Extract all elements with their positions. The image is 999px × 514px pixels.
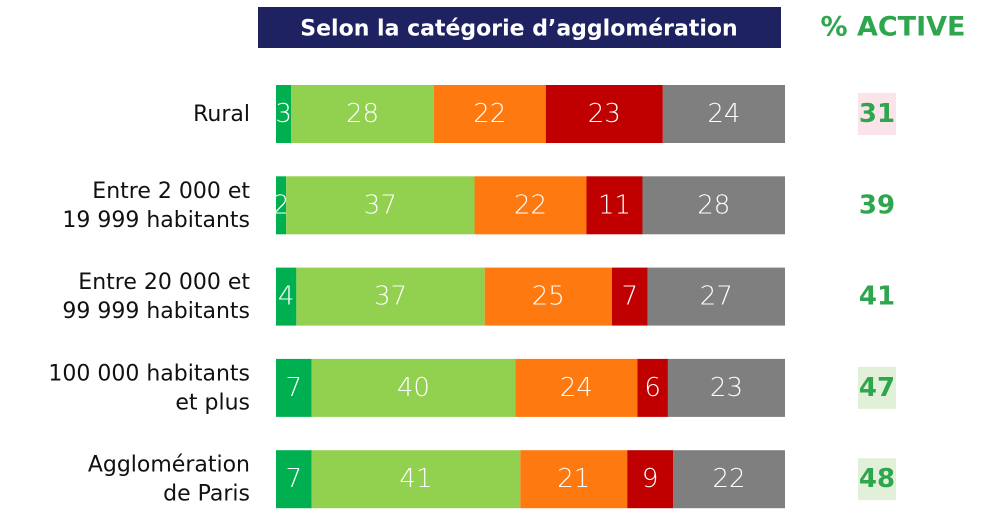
bar-segment bbox=[484, 267, 612, 326]
data-label: 9 bbox=[642, 464, 659, 494]
bar-segment bbox=[276, 85, 292, 143]
bar-segment bbox=[673, 450, 785, 509]
data-label: 37 bbox=[374, 282, 407, 312]
bar-segment bbox=[311, 358, 516, 417]
active-highlight bbox=[858, 93, 896, 135]
data-label: 28 bbox=[346, 99, 379, 129]
category-label: Rural bbox=[193, 102, 250, 127]
data-label: 28 bbox=[697, 190, 730, 220]
bar-segment bbox=[276, 358, 312, 417]
category-line: Rural bbox=[193, 102, 250, 127]
bar-segment bbox=[276, 450, 312, 509]
data-label: 23 bbox=[588, 99, 621, 129]
data-label: 7 bbox=[286, 464, 303, 494]
data-label: 22 bbox=[712, 464, 745, 494]
data-label: 24 bbox=[560, 373, 593, 403]
bar-segment bbox=[647, 267, 785, 326]
bar-segment bbox=[611, 267, 648, 326]
data-label: 6 bbox=[644, 373, 661, 403]
data-label: 25 bbox=[532, 282, 565, 312]
bar-segment bbox=[627, 450, 674, 509]
bar-segment bbox=[637, 358, 668, 417]
bar-segment bbox=[296, 267, 485, 326]
category-line: de Paris bbox=[163, 481, 250, 506]
chart-title: Selon la catégorie d’agglomération bbox=[300, 17, 737, 42]
bar-segment bbox=[276, 176, 287, 235]
bar-segment bbox=[520, 450, 628, 509]
data-label: 2 bbox=[273, 190, 290, 220]
active-title: % ACTIVE bbox=[821, 12, 966, 43]
bar-segment bbox=[667, 358, 785, 417]
category-label: 100 000 habitants et plus bbox=[48, 361, 250, 415]
title-box bbox=[258, 7, 781, 48]
bar-segment bbox=[586, 176, 643, 235]
data-label: 4 bbox=[278, 282, 295, 312]
data-label: 24 bbox=[707, 99, 740, 129]
data-label: 22 bbox=[514, 190, 547, 220]
active-value: 48 bbox=[859, 464, 895, 494]
bar-segment bbox=[642, 176, 785, 235]
bar-segment bbox=[291, 85, 434, 143]
category-line: Entre 20 000 et bbox=[78, 270, 250, 295]
bar-segment bbox=[662, 85, 785, 143]
data-label: 7 bbox=[286, 373, 303, 403]
data-label: 27 bbox=[700, 282, 733, 312]
active-value: 31 bbox=[859, 99, 895, 129]
data-label: 40 bbox=[397, 373, 430, 403]
bar-segment bbox=[286, 176, 475, 235]
bar-segment bbox=[276, 267, 297, 326]
category-line: 100 000 habitants bbox=[48, 361, 250, 386]
category-label: Entre 20 000 et 99 999 habitants bbox=[62, 270, 250, 324]
bar-segment bbox=[474, 176, 587, 235]
active-value: 39 bbox=[859, 190, 895, 220]
data-label: 41 bbox=[399, 464, 432, 494]
active-value: 47 bbox=[859, 373, 895, 403]
active-highlight bbox=[858, 366, 896, 409]
data-label: 22 bbox=[473, 99, 506, 129]
category-label: Agglomération de Paris bbox=[88, 452, 250, 506]
data-label: 7 bbox=[621, 282, 638, 312]
data-label: 23 bbox=[710, 373, 743, 403]
category-line: Entre 2 000 et bbox=[92, 178, 250, 203]
active-value: 41 bbox=[859, 282, 895, 312]
bar-segment bbox=[433, 85, 546, 143]
bar-segment bbox=[545, 85, 663, 143]
bar-segment bbox=[311, 450, 521, 509]
data-label: 21 bbox=[557, 464, 590, 494]
category-line: Agglomération bbox=[88, 452, 250, 477]
category-line: 19 999 habitants bbox=[62, 207, 250, 232]
bar-segment bbox=[515, 358, 638, 417]
category-line: 99 999 habitants bbox=[62, 299, 250, 324]
category-line: et plus bbox=[175, 390, 250, 415]
active-highlight bbox=[858, 458, 896, 501]
data-label: 11 bbox=[598, 190, 631, 220]
data-label: 37 bbox=[364, 190, 397, 220]
category-label: Entre 2 000 et 19 999 habitants bbox=[62, 178, 250, 232]
data-label: 3 bbox=[275, 99, 292, 129]
